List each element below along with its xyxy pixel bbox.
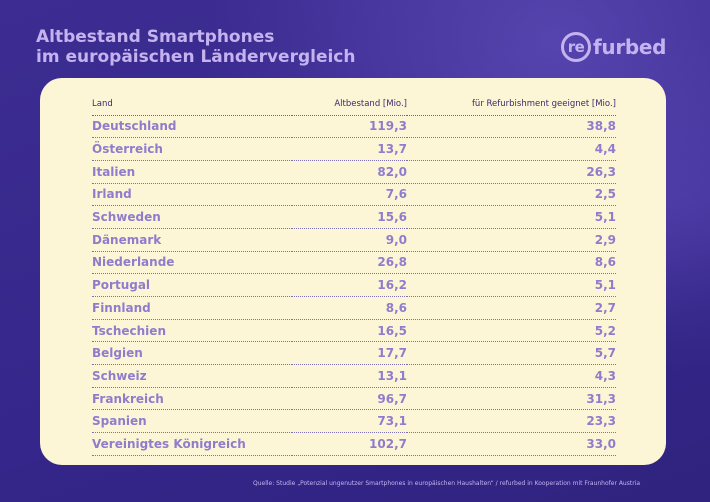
page-title: Altbestand Smartphones im europäischen L… [36, 27, 356, 67]
cell-altbestand: 73,1 [292, 409, 407, 434]
column-header-land: Land [92, 93, 292, 116]
cell-refurbishment: 5,2 [407, 319, 616, 343]
cell-altbestand: 13,1 [292, 364, 407, 388]
source-note: Quelle: Studie „Potenzial ungenutzer Sma… [253, 480, 641, 487]
cell-land: Österreich [92, 137, 292, 161]
cell-land: Portugal [92, 273, 292, 297]
cell-altbestand: 15,6 [292, 205, 407, 229]
cell-altbestand: 16,5 [292, 319, 407, 343]
cell-refurbishment: 38,8 [407, 115, 616, 139]
cell-refurbishment: 2,9 [407, 228, 616, 252]
cell-refurbishment: 23,3 [407, 409, 616, 434]
cell-land: Schweiz [92, 364, 292, 388]
title-line-1: Altbestand Smartphones [36, 27, 275, 47]
table-row: Irland 7,6 2,5 [92, 183, 616, 207]
table-row: Portugal 16,2 5,1 [92, 273, 616, 297]
cell-refurbishment: 4,3 [407, 364, 616, 388]
cell-land: Spanien [92, 409, 292, 434]
cell-land: Belgien [92, 341, 292, 366]
cell-refurbishment: 33,0 [407, 432, 616, 456]
cell-land: Frankreich [92, 387, 292, 411]
cell-altbestand: 102,7 [292, 432, 407, 456]
cell-refurbishment: 5,7 [407, 341, 616, 366]
cell-land: Dänemark [92, 228, 292, 252]
cell-altbestand: 26,8 [292, 251, 407, 275]
cell-altbestand: 9,0 [292, 228, 407, 252]
table-row: Dänemark 9,0 2,9 [92, 228, 616, 252]
cell-land: Deutschland [92, 115, 292, 139]
logo-circle: re [561, 32, 591, 62]
cell-land: Finnland [92, 296, 292, 320]
cell-refurbishment: 2,7 [407, 296, 616, 320]
table-row: Deutschland 119,3 38,8 [92, 115, 616, 139]
cell-land: Italien [92, 160, 292, 184]
table-row: Belgien 17,7 5,7 [92, 341, 616, 366]
cell-land: Vereinigtes Königreich [92, 432, 292, 456]
refurbed-logo: re furbed [561, 32, 667, 62]
cell-refurbishment: 26,3 [407, 160, 616, 184]
table-row: Italien 82,0 26,3 [92, 160, 616, 184]
table-row: Vereinigtes Königreich 102,7 33,0 [92, 432, 616, 456]
table-row: Schweiz 13,1 4,3 [92, 364, 616, 388]
cell-refurbishment: 31,3 [407, 387, 616, 411]
table-body: Deutschland 119,3 38,8 Österreich 13,7 4,4 Ita… [92, 115, 616, 456]
table-header-row: Land Altbestand [Mio.] für Refurbishment… [92, 93, 616, 116]
cell-altbestand: 16,2 [292, 273, 407, 297]
column-header-altbestand: Altbestand [Mio.] [292, 93, 407, 116]
title-line-2: im europäischen Ländervergleich [36, 47, 356, 67]
cell-altbestand: 8,6 [292, 296, 407, 320]
table-row: Niederlande 26,8 8,6 [92, 251, 616, 275]
cell-refurbishment: 4,4 [407, 137, 616, 161]
cell-refurbishment: 8,6 [407, 251, 616, 275]
cell-land: Irland [92, 183, 292, 207]
cell-land: Niederlande [92, 251, 292, 275]
column-header-refurbishment: für Refurbishment geeignet [Mio.] [407, 93, 616, 116]
cell-refurbishment: 2,5 [407, 183, 616, 207]
cell-altbestand: 17,7 [292, 341, 407, 366]
logo-text: furbed [593, 35, 667, 59]
table-row: Österreich 13,7 4,4 [92, 137, 616, 161]
cell-refurbishment: 5,1 [407, 273, 616, 297]
cell-altbestand: 96,7 [292, 387, 407, 411]
table-row: Tschechien 16,5 5,2 [92, 319, 616, 343]
cell-land: Schweden [92, 205, 292, 229]
table-row: Spanien 73,1 23,3 [92, 409, 616, 434]
cell-altbestand: 13,7 [292, 137, 407, 161]
table-row: Finnland 8,6 2,7 [92, 296, 616, 320]
cell-altbestand: 82,0 [292, 160, 407, 184]
table-card: Land Altbestand [Mio.] für Refurbishment… [40, 78, 666, 465]
table-row: Frankreich 96,7 31,3 [92, 387, 616, 411]
cell-land: Tschechien [92, 319, 292, 343]
cell-altbestand: 119,3 [292, 115, 407, 139]
cell-refurbishment: 5,1 [407, 205, 616, 229]
data-table: Land Altbestand [Mio.] für Refurbishment… [92, 93, 616, 456]
table-row: Schweden 15,6 5,1 [92, 205, 616, 229]
cell-altbestand: 7,6 [292, 183, 407, 207]
